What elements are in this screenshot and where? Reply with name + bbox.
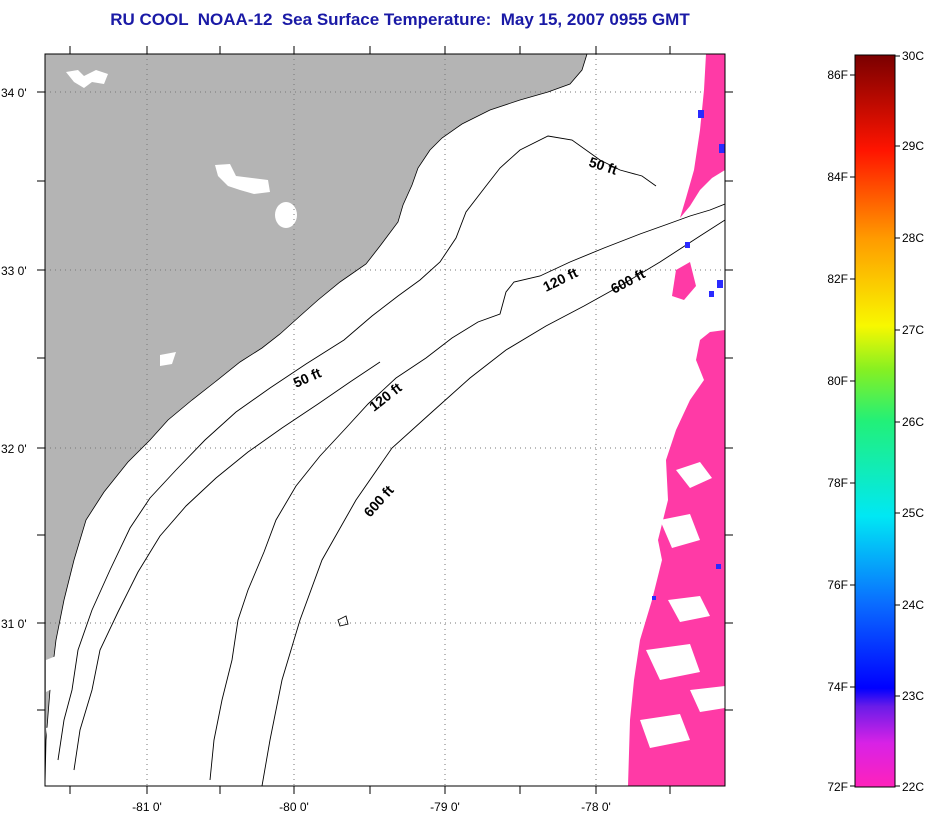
map-title: RU COOL NOAA-12 Sea Surface Temperature:… <box>110 10 690 29</box>
sst-cloud-gaps <box>640 296 725 748</box>
sst-swath <box>628 54 725 786</box>
sst-cool-pixels <box>652 110 725 600</box>
colorbar-c-label: 30C <box>902 49 924 63</box>
colorbar-c-label: 24C <box>902 598 924 612</box>
lat-label-31: 31 0' <box>1 617 27 631</box>
land-gaps <box>46 70 410 748</box>
contour-600ft <box>261 219 725 786</box>
lon-label-81: -81 0' <box>132 800 162 814</box>
map-area: 50 ft 50 ft 120 ft 120 ft 600 ft 600 ft <box>45 54 725 786</box>
lon-label-80: -80 0' <box>279 800 309 814</box>
colorbar-c-label: 26C <box>902 415 924 429</box>
colorbar-f-label: 72F <box>827 780 848 794</box>
colorbar-c-label: 22C <box>902 780 924 794</box>
graticule <box>45 54 725 786</box>
colorbar-c-label: 28C <box>902 231 924 245</box>
colorbar-gradient <box>854 54 896 788</box>
lon-label-78: -78 0' <box>581 800 611 814</box>
colorbar-c-label: 27C <box>902 323 924 337</box>
contour-50ft-inner <box>73 361 381 771</box>
depth-contours <box>57 135 725 786</box>
colorbar-f-label: 84F <box>827 170 848 184</box>
colorbar-f-label: 78F <box>827 476 848 490</box>
colorbar-c-label: 25C <box>902 506 924 520</box>
map-frame <box>44 53 726 787</box>
colorbar-f-label: 80F <box>827 374 848 388</box>
colorbar-f-label: 76F <box>827 578 848 592</box>
lat-label-34: 34 0' <box>1 86 27 100</box>
lat-label-33: 33 0' <box>1 264 27 278</box>
colorbar-c-label: 29C <box>902 139 924 153</box>
colorbar-c-label: 23C <box>902 689 924 703</box>
colorbar-f-label: 82F <box>827 272 848 286</box>
lon-label-79: -79 0' <box>430 800 460 814</box>
contour-50ft <box>57 135 657 761</box>
temperature-colorbar: 30C 29C 28C 27C 26C 25C 24C 23C 22C 86F … <box>827 49 924 794</box>
land-mass <box>45 54 588 786</box>
frame-ticks <box>37 46 733 794</box>
colorbar-f-label: 86F <box>827 68 848 82</box>
contour-120ft <box>209 203 725 781</box>
lat-label-32: 32 0' <box>1 442 27 456</box>
colorbar-f-label: 74F <box>827 680 848 694</box>
